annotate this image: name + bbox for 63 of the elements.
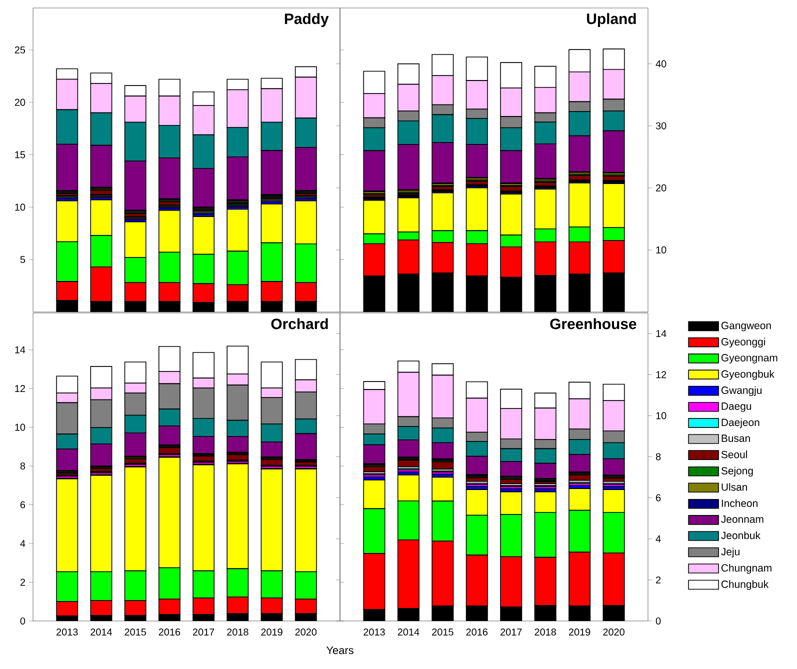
y-tick-label: 6 <box>656 494 661 502</box>
chart-title: Upland <box>587 13 636 28</box>
legend-label: Sejong <box>721 466 753 477</box>
x-tick-label: 2019 <box>261 628 282 636</box>
chart-title: Paddy <box>284 13 329 28</box>
y-tick-label: 2 <box>20 578 25 586</box>
legend-label: Chungbuk <box>721 580 769 590</box>
legend-label: Daegu <box>722 402 752 412</box>
y-tick-label: 15 <box>15 151 26 158</box>
x-tick-label: 2018 <box>227 628 248 636</box>
x-tick-label: 2015 <box>432 628 454 636</box>
legend-label: Gyeonggi <box>721 338 766 348</box>
x-tick-label: 2017 <box>500 628 522 636</box>
x-tick-label: 2013 <box>364 628 385 636</box>
legend-label: Jeonbuk <box>721 531 760 540</box>
y-tick-label: 12 <box>15 385 25 392</box>
legend-label: Jeonnam <box>721 516 764 523</box>
legend-label: Chungnam <box>721 564 772 574</box>
y-tick-label: 10 <box>15 204 26 211</box>
y-tick-label: 40 <box>656 60 666 68</box>
x-tick-label: 2016 <box>466 628 488 636</box>
y-tick-label: 30 <box>656 122 666 130</box>
legend-label: Seoul <box>721 450 747 458</box>
y-tick-label: 8 <box>656 453 661 460</box>
x-tick-label: 2014 <box>90 628 112 636</box>
x-tick-label: 2014 <box>398 628 420 636</box>
legend-label: Busan <box>722 434 750 442</box>
y-tick-label: 4 <box>656 535 661 542</box>
legend-label: Jeju <box>721 548 740 558</box>
x-tick-label: 2016 <box>158 628 180 636</box>
legend-label: Incheon <box>722 499 758 508</box>
y-tick-label: 2 <box>656 576 661 584</box>
chart-title: Greenhouse <box>550 318 636 330</box>
legend-label: Gangweon <box>721 322 771 332</box>
x-tick-label: 2013 <box>56 628 78 636</box>
y-tick-label: 14 <box>656 330 666 337</box>
chart-title: Orchard <box>271 318 328 330</box>
x-tick-label: 2019 <box>568 628 590 636</box>
y-tick-label: 8 <box>20 462 26 470</box>
y-tick-label: 0 <box>20 617 26 625</box>
legend-label: Daejeon <box>722 418 760 428</box>
x-axis-title: Years <box>326 646 354 654</box>
x-tick-label: 2020 <box>295 628 317 636</box>
y-tick-label: 10 <box>656 246 666 254</box>
y-tick-label: 10 <box>15 424 26 431</box>
x-tick-label: 2017 <box>192 628 214 636</box>
legend-label: Gyeongbuk <box>721 370 774 380</box>
y-tick-label: 6 <box>20 501 26 508</box>
x-tick-label: 2015 <box>124 628 146 636</box>
y-tick-label: 20 <box>656 184 666 192</box>
y-tick-label: 14 <box>15 346 26 354</box>
y-tick-label: 0 <box>656 617 661 625</box>
y-tick-label: 4 <box>20 540 26 547</box>
y-tick-label: 5 <box>20 256 26 264</box>
legend-label: Gyeongnam <box>721 354 778 364</box>
x-tick-label: 2018 <box>534 628 556 636</box>
y-tick-label: 20 <box>14 98 26 106</box>
x-tick-label: 2020 <box>603 628 624 636</box>
y-tick-label: 12 <box>656 371 666 378</box>
y-tick-label: 10 <box>656 412 666 420</box>
legend-label: Ulsan <box>722 483 747 491</box>
y-tick-label: 25 <box>14 46 26 54</box>
legend-label: Gwangju <box>721 386 762 396</box>
